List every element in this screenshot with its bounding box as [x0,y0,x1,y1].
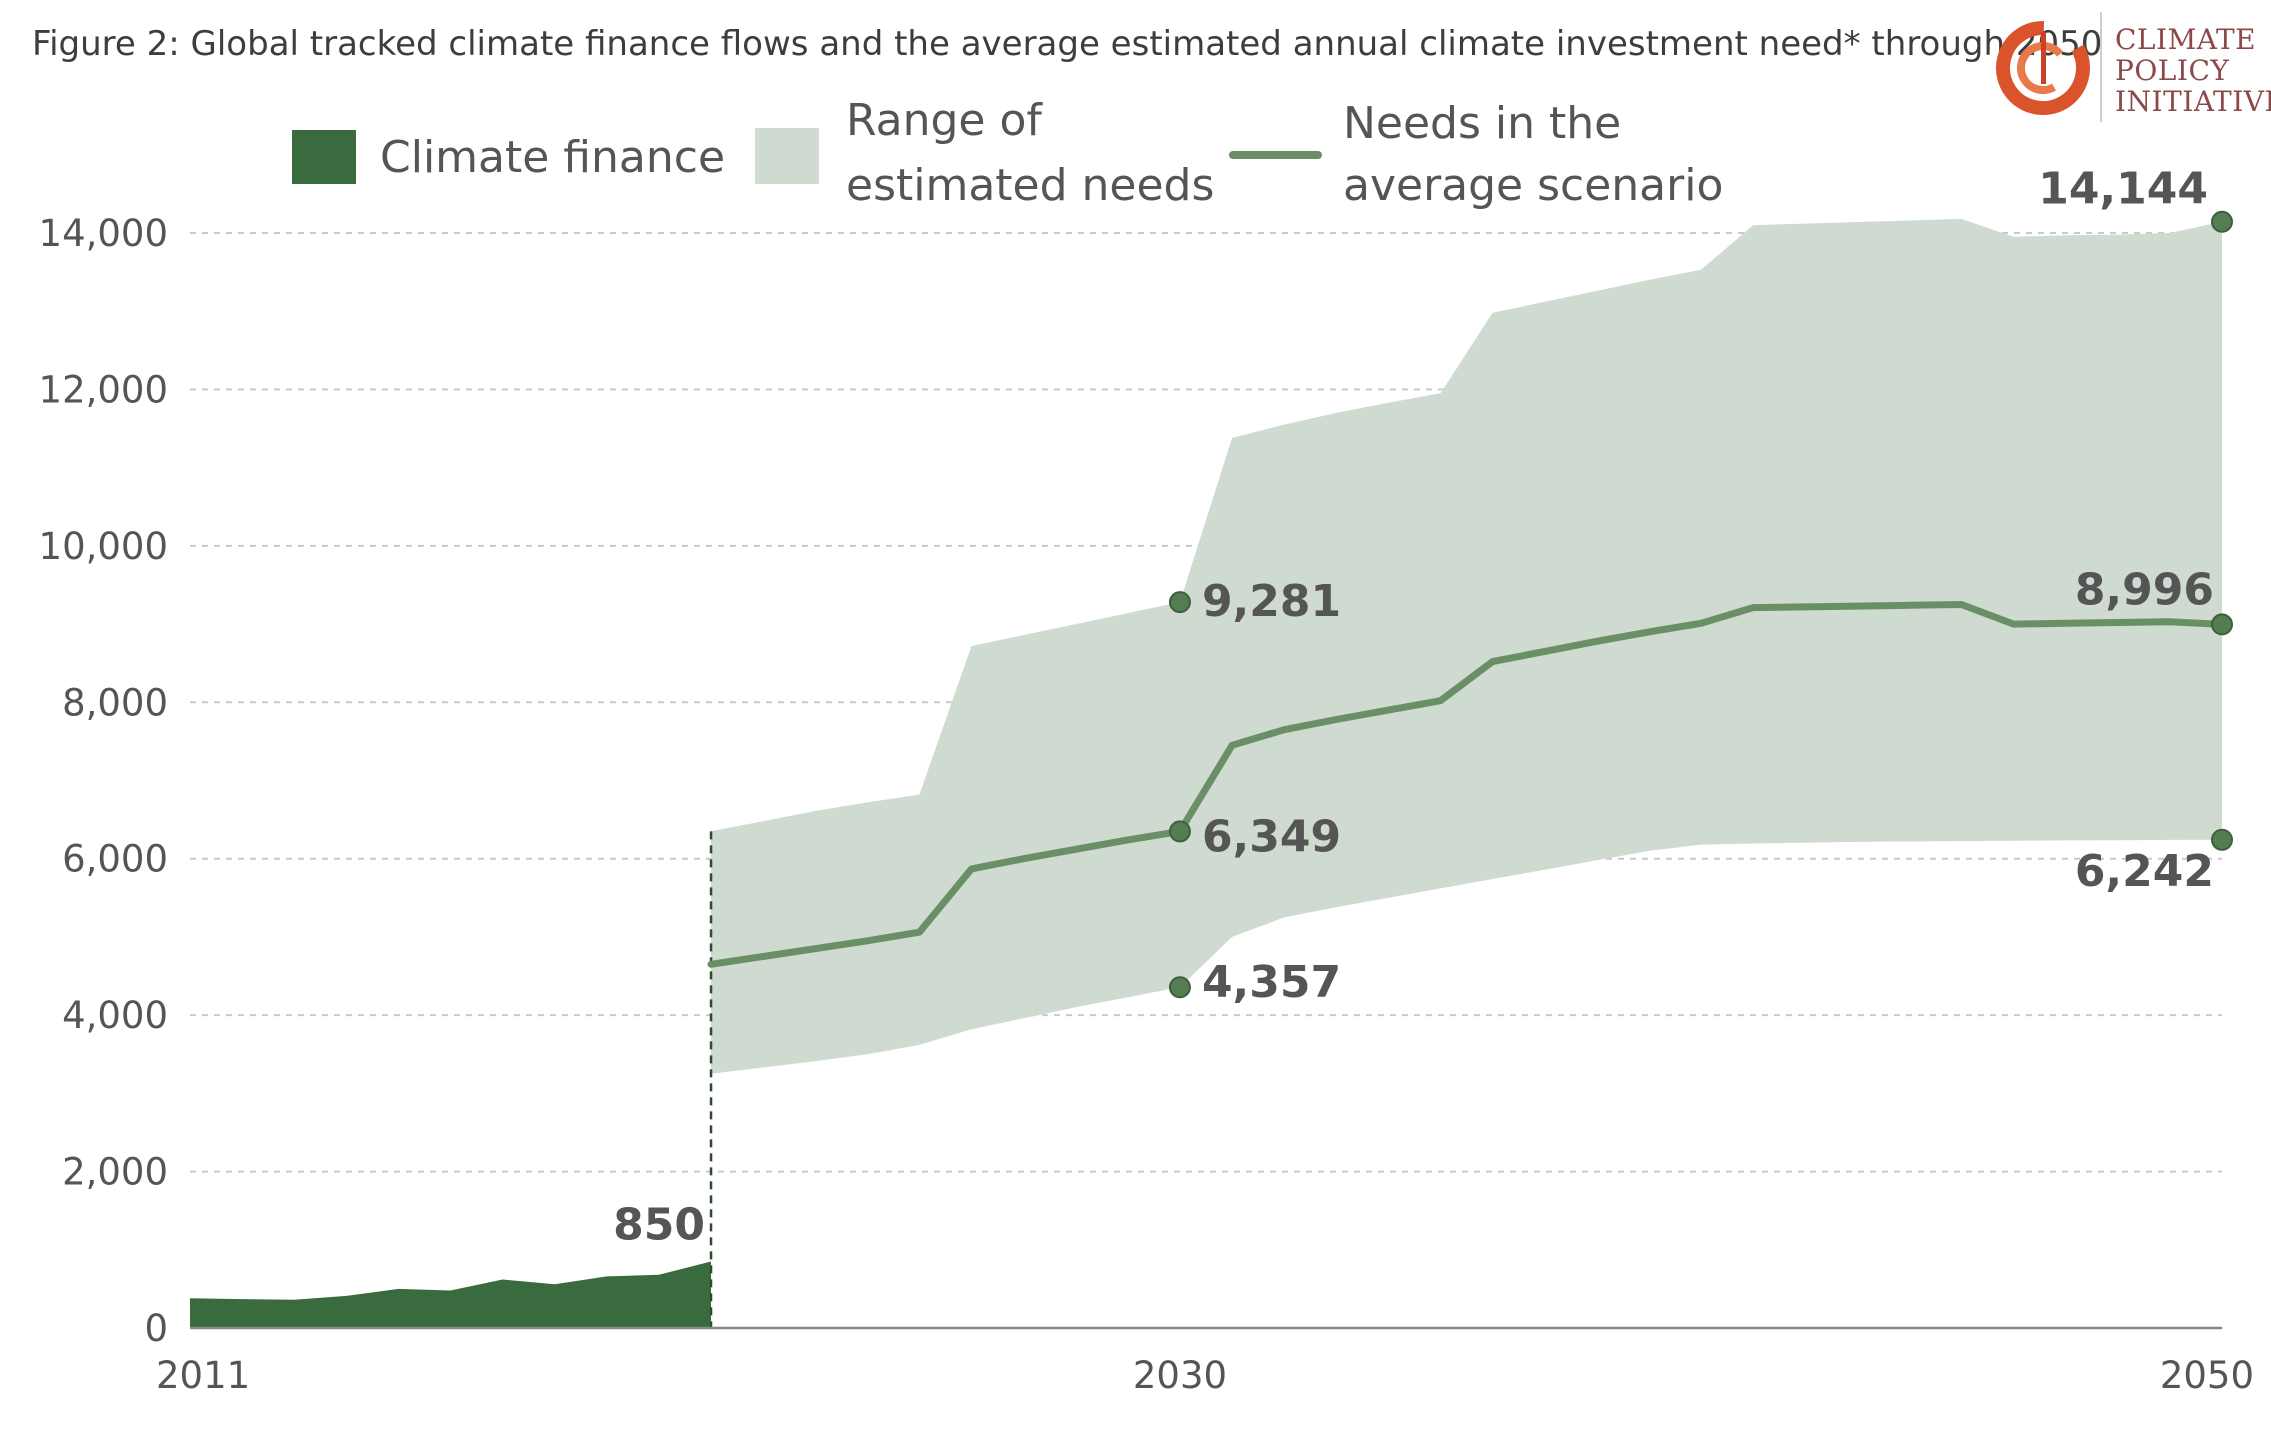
data-label-3: 4,357 [1202,957,1341,1008]
average-scenario-line [707,601,2226,968]
legend-swatch-range [755,128,819,184]
legend: Climate finance Range of estimated needs Ne… [292,95,1723,211]
y-tick-label-12000: 12,000 [39,368,168,411]
cpi-swirl-icon [1996,21,2090,115]
logo-line-2: POLICY [2115,54,2230,87]
data-point-4 [2211,210,2233,233]
climate-finance-area [190,1261,711,1328]
legend-label-range-1: estimated needs [846,160,1214,211]
data-label-2: 6,349 [1202,811,1341,862]
climate-policy-initiative-logo: CLIMATE POLICY INITIATIVE [1985,10,2271,125]
y-tick-label-14000: 14,000 [39,212,168,255]
y-tick-label-6000: 6,000 [62,838,168,881]
data-label-4: 14,144 [2038,164,2208,215]
y-tick-label-0: 0 [144,1307,168,1350]
logo-divider [2100,12,2102,122]
y-tick-label-8000: 8,000 [62,681,168,724]
legend-label-line-0: Needs in the [1343,98,1621,149]
data-label-0: 850 [613,1200,705,1251]
logo-wordmark: CLIMATE POLICY INITIATIVE [2115,24,2271,117]
x-tick-label-2011: 2011 [156,1354,250,1397]
series-layer [190,218,2226,1328]
data-point-2 [1168,820,1191,843]
data-label-5: 8,996 [2075,564,2214,615]
data-label-6: 6,242 [2075,846,2214,897]
annotations: 850 9,281 6,349 4,357 14,144 8,996 6,242 [613,164,2233,1251]
range-of-estimated-needs-band [711,218,2222,1074]
data-point-3 [1168,976,1191,999]
axes: 0 2,000 4,000 6,000 8,000 10,000 12,000 14,000 2… [39,212,2254,1397]
legend-swatch-finance [292,130,356,184]
data-point-6 [2211,828,2233,851]
y-tick-label-2000: 2,000 [62,1151,168,1194]
figure-title: Figure 2: Global tracked climate finance… [32,24,2103,64]
logo-line-3: INITIATIVE [2115,85,2271,118]
y-tick-label-10000: 10,000 [39,525,168,568]
data-point-1 [1168,591,1191,614]
legend-label-finance-0: Climate finance [380,132,725,183]
y-tick-label-4000: 4,000 [62,994,168,1037]
x-tick-label-2030: 2030 [1133,1354,1227,1397]
data-label-1: 9,281 [1202,576,1341,627]
legend-label-range-0: Range of [846,95,1043,146]
x-tick-label-2050: 2050 [2160,1354,2254,1397]
data-point-5 [2211,613,2233,636]
legend-label-line-1: average scenario [1343,160,1723,211]
logo-line-1: CLIMATE [2115,23,2257,56]
